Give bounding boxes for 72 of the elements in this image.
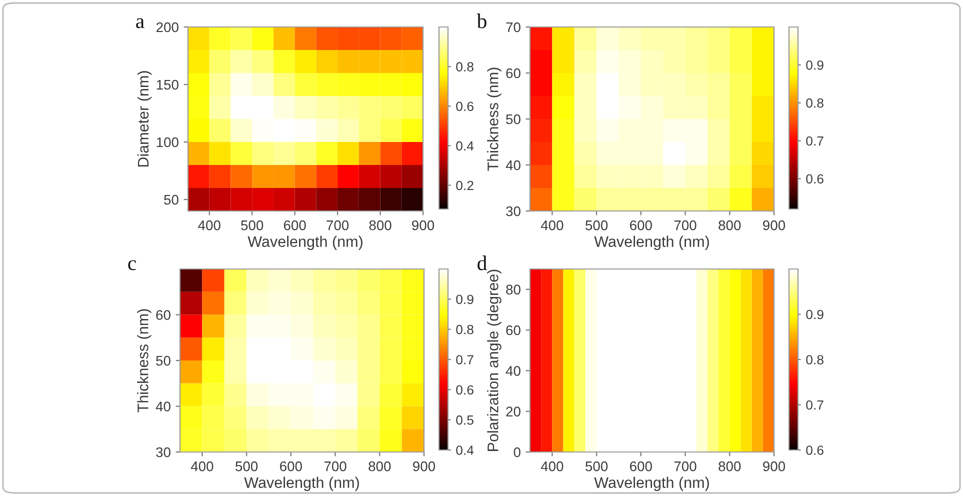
color-bar-label: 0.8 [806, 98, 824, 108]
x-tick-label: 800 [718, 461, 741, 472]
color-bar-label: 0.5 [456, 415, 474, 425]
x-tick-label: 600 [630, 461, 652, 472]
y-tick-label: 70 [506, 22, 520, 32]
x-tick-label: 600 [630, 220, 652, 230]
x-tick-label: 900 [763, 461, 786, 472]
x-tick-label: 500 [241, 220, 264, 230]
color-bar-label: 0.8 [456, 62, 474, 72]
x-tick-label: 800 [718, 220, 741, 230]
color-bar-label: 0.8 [806, 355, 824, 364]
y-tick-label: 150 [156, 80, 178, 90]
x-tick-label: 500 [236, 461, 258, 472]
y-tick-label: 50 [164, 194, 178, 205]
x-tick-label: 400 [540, 461, 564, 472]
color-bar-label: 0.7 [806, 400, 824, 410]
y-tick-label: 60 [506, 68, 520, 78]
y-tick-label: 20 [506, 406, 520, 417]
color-bar-label: 0.7 [456, 355, 474, 364]
x-tick-label: 800 [369, 220, 392, 230]
x-tick-label: 600 [284, 220, 306, 230]
x-tick-label: 400 [540, 220, 564, 230]
y-tick-label: 60 [506, 325, 520, 336]
x-tick-label: 700 [326, 220, 349, 230]
color-bar-label: 0.4 [456, 141, 474, 151]
x-tick-label: 500 [586, 461, 608, 472]
y-tick-label: 0 [514, 447, 520, 458]
x-tick-label: 900 [763, 220, 786, 230]
color-bar-label: 0.9 [806, 310, 824, 320]
chart-title: a [136, 18, 144, 28]
color-bar-label: 0.2 [456, 180, 474, 190]
x-tick-label: 400 [198, 220, 220, 230]
color-bar-label: 0.9 [456, 294, 474, 304]
x-axis-title: Wavelength (nm) [248, 236, 362, 250]
y-tick-label: 50 [506, 114, 520, 124]
y-tick-label: 100 [156, 137, 178, 148]
y-tick-label: 200 [156, 22, 178, 32]
y-tick-label: 40 [506, 366, 520, 376]
y-axis-title: Polarization angle (degree) [487, 270, 502, 451]
x-tick-label: 500 [586, 220, 608, 230]
x-tick-label: 900 [413, 461, 436, 472]
x-tick-label: 700 [674, 461, 696, 472]
y-tick-label: 50 [156, 356, 170, 366]
color-bar-label: 0.7 [806, 136, 824, 146]
x-axis-title: Wavelength (nm) [594, 236, 709, 250]
x-axis-title: Wavelength (nm) [244, 476, 359, 491]
x-axis-title: Wavelength (nm) [594, 476, 709, 491]
color-bar-label: 0.6 [456, 102, 474, 112]
x-tick-label: 700 [324, 461, 346, 472]
y-axis-title: Thickness (nm) [137, 309, 152, 412]
y-axis-title: Thickness (nm) [487, 68, 502, 171]
color-bar-label: 0.4 [456, 446, 474, 455]
y-tick-label: 40 [156, 402, 170, 412]
y-tick-label: 80 [506, 284, 520, 295]
x-tick-label: 900 [412, 220, 434, 230]
chart-title: c [128, 260, 136, 270]
chart-title: b [476, 14, 486, 28]
y-axis-title: Diameter (nm) [137, 71, 152, 167]
x-tick-label: 700 [674, 220, 696, 230]
color-bar-label: 0.6 [456, 385, 474, 395]
chart-title: d [478, 256, 487, 270]
y-tick-label: 30 [156, 447, 170, 458]
color-bar-label: 0.6 [806, 174, 824, 184]
y-tick-label: 40 [506, 160, 520, 170]
y-tick-label: 60 [156, 310, 170, 320]
x-tick-label: 800 [368, 461, 391, 472]
y-tick-label: 30 [506, 206, 520, 216]
color-bar-label: 0.6 [806, 446, 824, 455]
x-tick-label: 400 [190, 461, 214, 472]
color-bar-label: 0.8 [456, 324, 474, 334]
x-tick-label: 600 [280, 461, 302, 472]
color-bar-label: 0.9 [806, 60, 824, 70]
